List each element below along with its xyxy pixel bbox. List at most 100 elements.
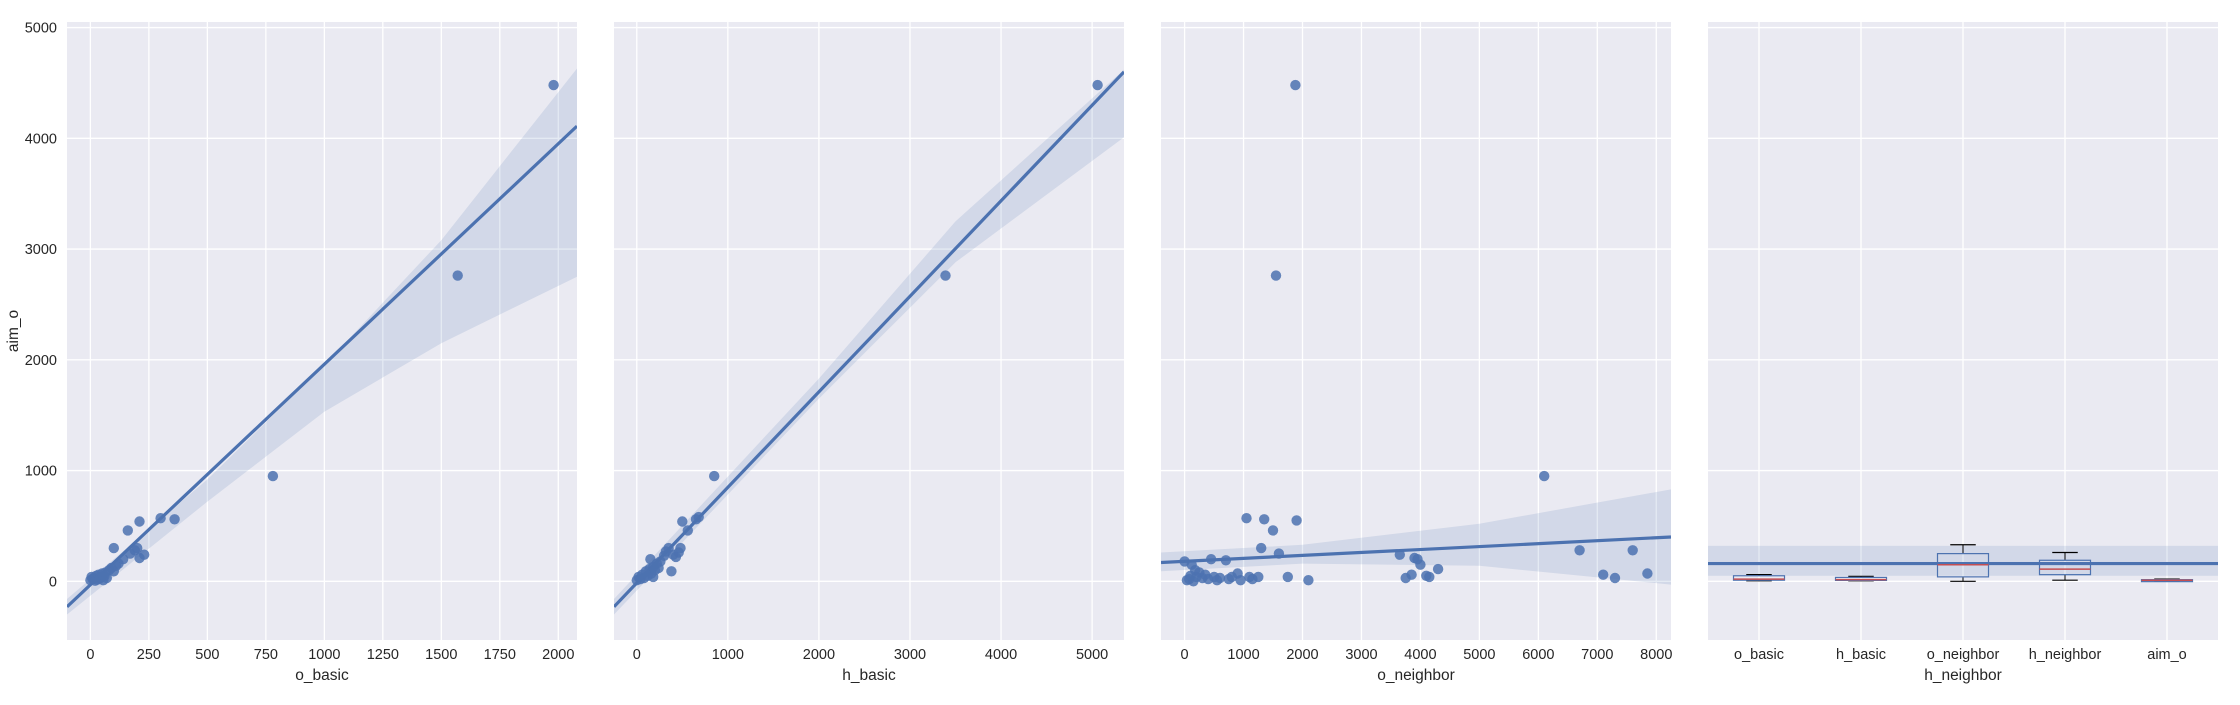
data-point <box>666 566 677 577</box>
x-tick-label: 2000 <box>803 647 835 663</box>
data-point <box>1282 571 1294 583</box>
data-point <box>677 516 688 527</box>
plot-area <box>614 69 1124 615</box>
data-point <box>1627 545 1638 556</box>
data-point <box>1214 572 1226 584</box>
y-tick-label: 1000 <box>25 464 57 480</box>
x-tick-label: 500 <box>195 647 219 663</box>
x-tick-label: 3000 <box>894 647 926 663</box>
x-axis-label: o_neighbor <box>1377 667 1455 684</box>
panel-1: 0 1000 2000 3000 4000 5000 aim_o 0 250 500 750 1000… <box>5 21 577 684</box>
x-tick-label: 7000 <box>1581 647 1613 663</box>
x-axis-label: h_basic <box>842 667 896 684</box>
data-point <box>1241 513 1252 524</box>
data-point <box>1598 569 1609 580</box>
x-tick-label: 5000 <box>1076 647 1108 663</box>
data-point <box>1539 470 1550 482</box>
x-tick-label: 1000 <box>1227 647 1259 663</box>
x-axis-label: h_neighbor <box>1924 667 2002 684</box>
x-tick-label: aim_o <box>2147 647 2187 663</box>
data-point <box>108 542 120 554</box>
data-point <box>1253 571 1264 583</box>
plot-area <box>1161 79 1671 587</box>
box <box>1732 575 1786 581</box>
data-point <box>452 270 463 281</box>
plot-background <box>614 22 1124 640</box>
data-point <box>1270 270 1282 281</box>
data-point <box>139 549 150 560</box>
x-tick-label: 1000 <box>308 647 340 663</box>
data-point <box>645 554 656 565</box>
x-tick-label: 250 <box>137 647 161 663</box>
data-point <box>682 525 693 536</box>
data-point <box>1574 545 1585 556</box>
x-tick-label: 5000 <box>1463 647 1495 663</box>
data-point <box>1256 542 1267 554</box>
data-point <box>675 542 686 554</box>
x-tick-label: 2000 <box>542 647 574 663</box>
data-point <box>155 513 166 524</box>
regression-line <box>1161 535 1671 565</box>
data-point <box>122 525 133 536</box>
data-point <box>1267 525 1279 536</box>
x-tick-label: 8000 <box>1640 647 1672 663</box>
data-point <box>132 542 143 554</box>
x-tick-label: 4000 <box>985 647 1017 663</box>
x-tick-label: 0 <box>1181 647 1189 663</box>
y-axis-label: aim_o <box>5 310 22 352</box>
y-tick-label: 3000 <box>25 242 57 258</box>
data-point <box>1092 79 1103 91</box>
data-point <box>1642 568 1653 579</box>
panel-2: 0 1000 2000 3000 4000 5000 h_basic <box>614 22 1124 684</box>
x-tick-label: 1750 <box>484 647 516 663</box>
data-point <box>1290 79 1301 91</box>
plot-background <box>67 22 577 640</box>
data-point <box>267 470 279 482</box>
x-tick-label: h_basic <box>1836 647 1886 663</box>
data-point <box>134 516 145 527</box>
data-point <box>1432 563 1444 575</box>
y-tick-label: 5000 <box>25 21 57 37</box>
x-tick-label: h_neighbor <box>2029 647 2102 663</box>
x-tick-label: o_neighbor <box>1927 647 2000 663</box>
data-point <box>1609 572 1621 584</box>
data-point <box>1303 575 1314 586</box>
data-point <box>1291 515 1302 526</box>
x-tick-label: 6000 <box>1522 647 1554 663</box>
data-point <box>1394 549 1406 560</box>
data-point <box>1424 571 1435 583</box>
data-point <box>117 554 129 565</box>
data-point <box>1415 559 1426 570</box>
x-tick-label: 4000 <box>1404 647 1436 663</box>
confidence-band <box>1161 489 1671 585</box>
data-point <box>101 572 113 584</box>
y-tick-label: 2000 <box>25 353 57 369</box>
panel-3: 0 1000 2000 3000 4000 5000 6000 7000 8000 o_neigh… <box>1161 22 1672 684</box>
data-point <box>940 270 951 281</box>
x-tick-label: 1250 <box>367 647 399 663</box>
data-point <box>548 79 559 91</box>
data-point <box>1406 569 1417 580</box>
x-tick-label: 1500 <box>425 647 457 663</box>
data-point <box>1259 514 1270 525</box>
data-point <box>1205 554 1217 565</box>
x-tick-label: 0 <box>86 647 94 663</box>
data-point <box>1235 575 1246 586</box>
data-point <box>648 571 659 583</box>
data-point <box>1220 555 1232 566</box>
x-tick-label: 750 <box>254 647 278 663</box>
data-point <box>169 514 180 525</box>
x-axis-label: o_basic <box>295 667 349 684</box>
data-point <box>709 470 720 482</box>
data-point <box>1273 548 1285 559</box>
x-tick-label: 0 <box>633 647 641 663</box>
x-tick-label: o_basic <box>1734 647 1784 663</box>
x-tick-label: 2000 <box>1286 647 1318 663</box>
x-tick-label: 1000 <box>712 647 744 663</box>
y-tick-label: 0 <box>49 574 57 590</box>
x-tick-label: 3000 <box>1345 647 1377 663</box>
data-point <box>693 511 704 523</box>
plot-area <box>67 68 577 615</box>
